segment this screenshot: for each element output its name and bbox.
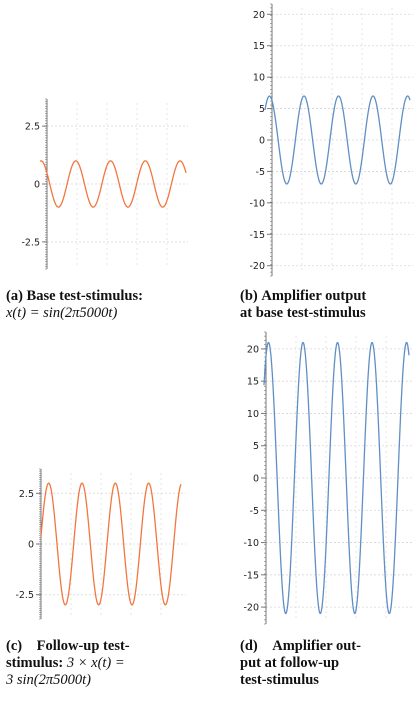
series-line-d-0: [263, 341, 410, 615]
series-line-b-0: [264, 95, 411, 185]
y-tick-label-b-7: -15: [249, 230, 265, 241]
y-tick-label-a-0: 2.5: [25, 122, 40, 133]
caption-a-math: x(t) = sin(2π5000t): [6, 305, 118, 321]
caption-c-text-1: Follow-up test-: [36, 638, 130, 654]
y-tick-label-d-7: -15: [243, 570, 259, 581]
chart-c: 2.5 0 -2.5: [0, 465, 200, 625]
y-tick-label-d-8: -20: [243, 603, 259, 614]
caption-a: (a) Base test-stimulus: x(t) = sin(2π500…: [6, 288, 206, 322]
caption-a-text: Base test-stimulus:: [26, 288, 143, 304]
chart-c-svg: 2.5 0 -2.5: [15, 468, 186, 620]
y-tick-label-c-0: 2.5: [19, 489, 34, 500]
chart-a: 2.5 0 -2.5: [0, 95, 200, 275]
y-tick-label-d-6: -10: [243, 538, 259, 549]
caption-d-label: (d): [240, 638, 258, 654]
chart-a-svg: 2.5 0 -2.5: [21, 98, 188, 270]
y-tick-label-d-0: 20: [247, 344, 259, 355]
y-tick-label-a-1: 0: [34, 180, 40, 191]
y-tick-label-b-3: 5: [259, 104, 265, 115]
caption-d: (d) Amplifier out- put at follow-up test…: [240, 638, 410, 689]
series-line-c-0: [40, 482, 182, 606]
caption-b: (b) Amplifier output at base test-stimul…: [240, 288, 418, 322]
y-tick-label-b-1: 15: [253, 41, 265, 52]
chart-d: 20 15 10 5 0 -5 -10 -15 -20: [215, 328, 418, 628]
caption-c-math: 3 sin(2π5000t): [6, 672, 91, 688]
y-tick-label-b-0: 20: [253, 10, 265, 21]
chart-b-svg: 20 15 10 5 0 -5 -10 -15 -20: [249, 3, 413, 277]
caption-c-text-2: stimulus:: [6, 655, 64, 671]
caption-b-text-2: at base test-stimulus: [240, 305, 366, 321]
chart-d-svg: 20 15 10 5 0 -5 -10 -15 -20: [243, 331, 413, 625]
caption-d-text-3: test-stimulus: [240, 672, 319, 688]
caption-c-math-inline: 3 × x(t) =: [66, 655, 125, 671]
series-line-a-0: [39, 160, 187, 208]
y-tick-label-d-4: 0: [253, 474, 259, 485]
y-tick-label-b-8: -20: [249, 261, 265, 272]
y-tick-label-d-2: 10: [247, 409, 259, 420]
y-tick-label-d-3: 5: [253, 441, 259, 452]
caption-c-label: (c): [6, 638, 23, 654]
y-tick-label-a-2: -2.5: [21, 237, 40, 248]
y-tick-label-b-2: 10: [253, 73, 265, 84]
y-tick-label-b-4: 0: [259, 136, 265, 147]
caption-c: (c) Follow-up test- stimulus: 3 × x(t) =…: [6, 638, 200, 689]
y-tick-label-d-5: -5: [250, 506, 259, 517]
caption-a-label: (a): [6, 288, 23, 304]
caption-b-text-1: Amplifier output: [261, 288, 367, 304]
caption-d-text-2: put at follow-up: [240, 655, 340, 671]
caption-b-label: (b): [240, 288, 258, 304]
caption-d-text-1: Amplifier out-: [272, 638, 361, 654]
chart-b: 20 15 10 5 0 -5 -10 -15 -20: [215, 0, 418, 278]
y-tick-label-b-5: -5: [256, 167, 265, 178]
y-tick-label-c-1: 0: [28, 540, 34, 551]
y-tick-label-d-1: 15: [247, 377, 259, 388]
y-tick-label-c-2: -2.5: [15, 590, 34, 601]
y-tick-label-b-6: -10: [249, 198, 265, 209]
